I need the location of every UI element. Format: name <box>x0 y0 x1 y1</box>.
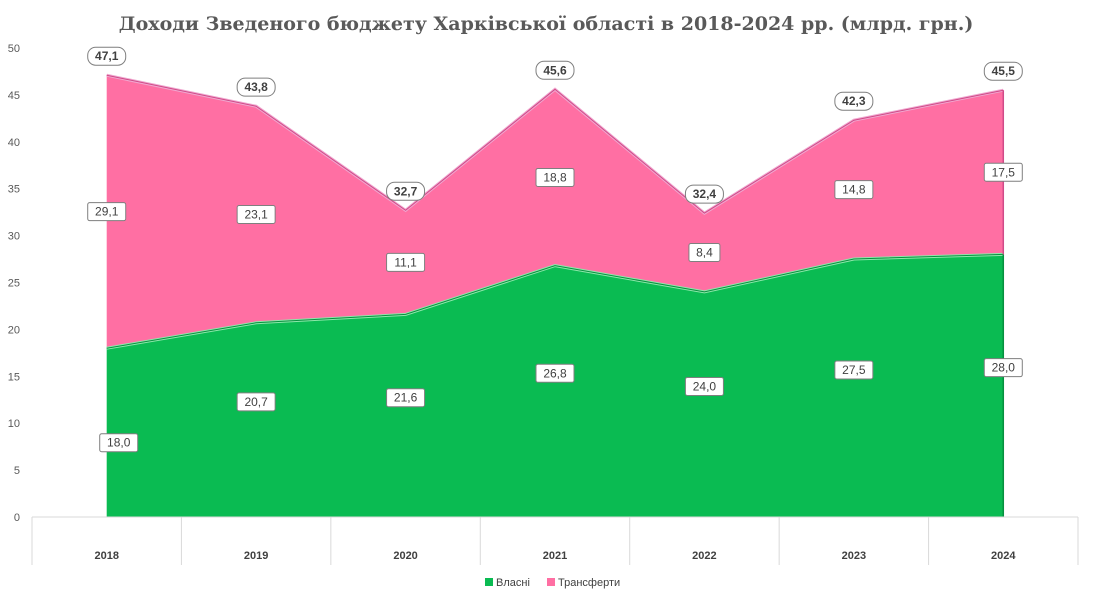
y-axis: 0 5 10 15 20 25 30 35 40 45 50 <box>8 43 20 524</box>
y-tick-label: 25 <box>8 278 20 290</box>
data-label-own-box <box>386 388 426 408</box>
area-transfers-outline <box>106 74 1004 214</box>
data-label-total-box <box>87 46 127 66</box>
data-label-own: 20,7 <box>244 395 268 409</box>
data-label-transfers: 17,5 <box>992 165 1016 179</box>
chart-title: Доходи Зведеного бюджету Харківської обл… <box>119 13 974 35</box>
data-label-transfers-box <box>236 204 276 224</box>
data-label-own: 21,6 <box>394 391 418 405</box>
data-labels: 18,0 29,1 47,1 20,7 23,1 43,8 21,6 11,1 32,7 26,8… <box>87 46 1023 453</box>
legend-label: Трансферти <box>558 577 620 589</box>
y-tick-label: 20 <box>8 324 20 336</box>
x-tick-label: 2024 <box>991 550 1016 562</box>
data-label-own-box <box>99 433 139 453</box>
legend: Власні Трансферти <box>485 577 620 589</box>
x-tick-label: 2019 <box>244 550 268 562</box>
data-label-transfers: 23,1 <box>244 207 268 221</box>
data-label-own-box <box>983 358 1023 378</box>
x-tick-label: 2018 <box>94 550 118 562</box>
data-label-own: 18,0 <box>107 436 131 450</box>
legend-swatch <box>485 578 493 586</box>
area-transfers <box>106 75 1004 349</box>
data-label-transfers-box <box>386 252 426 272</box>
y-tick-label: 15 <box>8 371 20 383</box>
data-label-total-box <box>983 61 1023 81</box>
data-label-own: 24,0 <box>693 379 717 393</box>
data-label-total: 42,3 <box>842 94 866 108</box>
data-label-total-box <box>236 77 276 97</box>
data-label-own: 26,8 <box>543 366 567 380</box>
data-label-total: 32,4 <box>693 187 717 201</box>
legend-swatch <box>547 578 555 586</box>
y-tick-label: 5 <box>14 465 20 477</box>
x-tick-label: 2020 <box>393 550 417 562</box>
data-label-transfers-box <box>688 242 721 262</box>
data-label-total: 45,5 <box>992 64 1016 78</box>
data-label-transfers: 8,4 <box>696 245 713 259</box>
y-tick-label: 40 <box>8 137 20 149</box>
data-label-total-box <box>834 91 874 111</box>
data-label-transfers: 18,8 <box>543 170 567 184</box>
data-label-own-box <box>535 363 575 383</box>
data-label-own-box <box>834 360 874 380</box>
legend-label: Власні <box>496 577 530 589</box>
y-tick-label: 50 <box>8 43 20 55</box>
data-label-own-box <box>684 376 724 396</box>
y-tick-label: 30 <box>8 231 20 243</box>
category-axis: 2018 2019 2020 2021 2022 2023 2024 <box>31 516 1079 565</box>
data-label-transfers-box <box>535 167 575 187</box>
x-tick-label: 2022 <box>692 550 716 562</box>
y-tick-label: 45 <box>8 90 20 102</box>
y-tick-label: 0 <box>14 512 20 524</box>
area-own-outline <box>106 253 1004 349</box>
data-label-transfers: 29,1 <box>95 205 119 219</box>
y-tick-label: 35 <box>8 184 20 196</box>
data-label-own: 27,5 <box>842 363 866 377</box>
data-label-transfers-box <box>983 162 1023 182</box>
plot-areas <box>106 73 1005 517</box>
data-label-own: 28,0 <box>992 361 1016 375</box>
data-label-own-box <box>236 392 276 412</box>
data-label-total: 45,6 <box>543 63 567 77</box>
data-label-total-box <box>535 60 575 80</box>
data-label-transfers: 14,8 <box>842 183 866 197</box>
data-label-total-box <box>386 181 426 201</box>
data-label-transfers-box <box>87 202 127 222</box>
data-label-total: 32,7 <box>394 184 418 198</box>
data-label-transfers: 11,1 <box>394 255 417 269</box>
x-tick-label: 2023 <box>842 550 866 562</box>
y-tick-label: 10 <box>8 418 20 430</box>
data-label-total: 47,1 <box>95 49 119 63</box>
data-label-total: 43,8 <box>244 80 268 94</box>
data-label-total-box <box>684 184 724 204</box>
x-tick-label: 2021 <box>543 550 567 562</box>
data-label-transfers-box <box>834 180 874 200</box>
